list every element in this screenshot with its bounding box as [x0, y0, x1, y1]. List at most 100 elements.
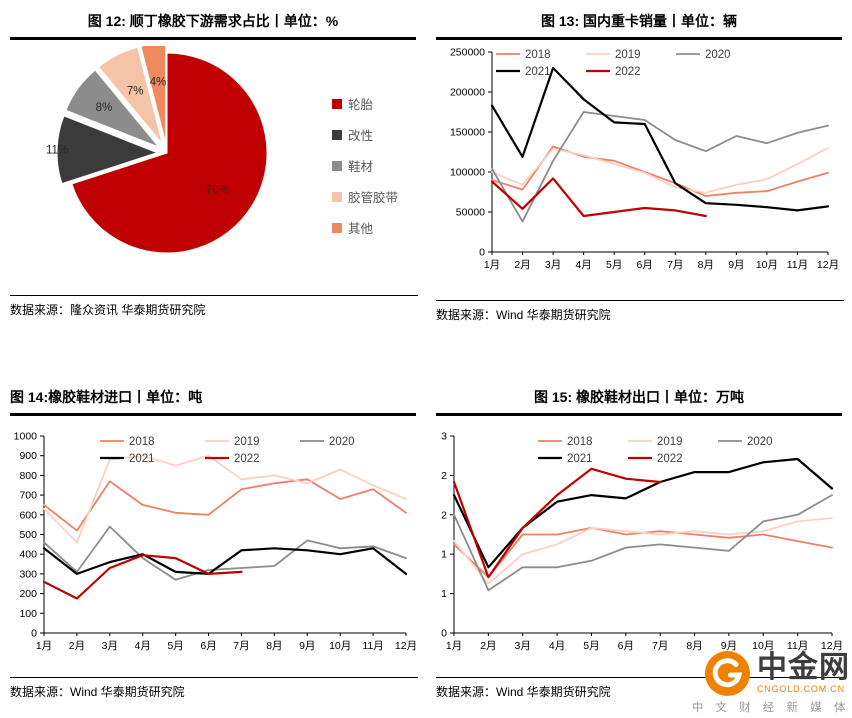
svg-text:6月: 6月 [200, 640, 216, 652]
panel-fig12: 图 12: 顺丁橡胶下游需求占比丨单位：% 70% 11% 8% 7% 4% 轮胎改性鞋… [0, 0, 426, 359]
svg-text:2022: 2022 [615, 66, 641, 78]
pie-legend-item: 改性 [332, 125, 398, 144]
svg-text:2月: 2月 [514, 259, 530, 271]
legend-label: 胶管胶带 [348, 191, 399, 205]
svg-text:2018: 2018 [567, 436, 593, 448]
svg-text:2022: 2022 [234, 453, 260, 465]
shoe-import-chart-svg: 0 100 200 300 400 500 600 700 800 900 1000 1月 2月 3月 4月… [14, 431, 417, 653]
svg-text:11%: 11% [46, 145, 68, 157]
legend-label: 其他 [348, 222, 374, 236]
svg-text:8月: 8月 [686, 640, 702, 652]
panel-fig15: 图 15: 橡胶鞋材出口丨单位：万吨 0 1 1 2 2 3 1月 2月 3月 4月 5月 6月 7月 8… [426, 359, 852, 718]
svg-text:100000: 100000 [450, 167, 485, 179]
svg-text:7%: 7% [127, 86, 144, 98]
pie-legend: 轮胎改性鞋材胶管胶带其他 [332, 94, 398, 264]
svg-text:150000: 150000 [450, 127, 485, 139]
svg-text:200000: 200000 [450, 87, 485, 99]
svg-text:9月: 9月 [299, 640, 315, 652]
legend-swatch [332, 222, 342, 233]
svg-text:11月: 11月 [362, 640, 383, 652]
shoe-export-chart-svg: 0 1 1 2 2 3 1月 2月 3月 4月 5月 6月 7月 8月 9月 10月 11月 12月 2018 201… [441, 431, 843, 653]
svg-text:250000: 250000 [450, 47, 485, 59]
fig12-title: 图 12: 顺丁橡胶下游需求占比丨单位：% [10, 8, 416, 40]
svg-text:3月: 3月 [102, 640, 118, 652]
svg-text:5月: 5月 [583, 640, 599, 652]
svg-text:12月: 12月 [821, 640, 843, 652]
svg-text:1月: 1月 [446, 640, 462, 652]
svg-text:500: 500 [19, 529, 37, 541]
svg-text:9月: 9月 [721, 640, 737, 652]
svg-text:0: 0 [441, 628, 447, 640]
pie-legend-item: 轮胎 [332, 94, 398, 113]
watermark-tagline: 中 文 财 经 新 媒 体 [691, 702, 850, 714]
truck-sales-chart-svg: 0 50000 100000 150000 200000 250000 1月 2月 3月 4月 5月… [450, 47, 839, 272]
watermark-text-column: 中金网 CNGOLD.COM.CN [757, 652, 850, 695]
pie-legend-item: 其他 [332, 218, 398, 237]
svg-text:2: 2 [441, 470, 447, 482]
fig13-title: 图 13: 国内重卡销量丨单位：辆 [436, 8, 842, 40]
site-watermark: 中金网 CNGOLD.COM.CN 中 文 财 经 新 媒 体 [692, 650, 850, 715]
svg-text:70%: 70% [206, 184, 229, 196]
legend-label: 改性 [348, 129, 374, 143]
panel-fig14: 图 14:橡胶鞋材进口丨单位：吨 0 100 200 300 400 500 600 700 8… [0, 359, 426, 718]
svg-text:10月: 10月 [756, 259, 778, 271]
svg-text:2: 2 [441, 509, 447, 521]
fig15-title: 图 15: 橡胶鞋材出口丨单位：万吨 [436, 384, 842, 416]
svg-text:2019: 2019 [657, 436, 683, 448]
legend-label: 轮胎 [348, 98, 374, 112]
svg-text:2月: 2月 [69, 640, 85, 652]
svg-text:10月: 10月 [329, 640, 351, 652]
svg-text:1: 1 [441, 588, 447, 600]
pie-legend-item: 胶管胶带 [332, 187, 398, 206]
svg-text:0: 0 [479, 247, 485, 259]
svg-text:5月: 5月 [167, 640, 183, 652]
svg-text:5月: 5月 [606, 259, 622, 271]
svg-text:10月: 10月 [752, 640, 774, 652]
svg-text:2月: 2月 [480, 640, 496, 652]
svg-text:8月: 8月 [698, 259, 714, 271]
svg-text:100: 100 [19, 608, 37, 620]
svg-text:3月: 3月 [515, 640, 531, 652]
svg-text:11月: 11月 [787, 640, 808, 652]
svg-text:2019: 2019 [615, 49, 641, 61]
legend-swatch [332, 160, 342, 171]
watermark-domain: CNGOLD.COM.CN [757, 684, 845, 695]
svg-text:6月: 6月 [637, 259, 653, 271]
svg-text:200: 200 [19, 588, 37, 600]
svg-text:0: 0 [31, 628, 37, 640]
svg-text:7月: 7月 [233, 640, 249, 652]
fig12-source: 数据来源：隆众资讯 华泰期货研究院 [10, 295, 418, 318]
svg-text:8%: 8% [96, 102, 113, 114]
svg-text:12月: 12月 [817, 259, 839, 271]
fig14-source: 数据来源：Wind 华泰期货研究院 [10, 677, 418, 700]
svg-text:900: 900 [19, 450, 37, 462]
svg-text:7月: 7月 [667, 259, 683, 271]
svg-text:8月: 8月 [266, 640, 282, 652]
watermark-row: 中金网 CNGOLD.COM.CN [692, 650, 850, 697]
svg-text:2020: 2020 [747, 436, 773, 448]
svg-text:2021: 2021 [567, 453, 593, 465]
svg-text:2018: 2018 [525, 49, 551, 61]
svg-text:2018: 2018 [129, 436, 155, 448]
fig12-chart-area: 70% 11% 8% 7% 4% 轮胎改性鞋材胶管胶带其他 [10, 46, 416, 264]
legend-swatch [332, 98, 342, 109]
svg-text:4%: 4% [150, 77, 167, 89]
svg-text:1: 1 [441, 549, 447, 561]
legend-label: 鞋材 [348, 160, 374, 174]
svg-text:6月: 6月 [618, 640, 634, 652]
svg-text:4月: 4月 [575, 259, 591, 271]
legend-swatch [332, 129, 342, 140]
svg-text:2020: 2020 [329, 436, 355, 448]
svg-text:4月: 4月 [549, 640, 565, 652]
svg-text:1月: 1月 [484, 259, 500, 271]
svg-text:1000: 1000 [14, 431, 38, 443]
fig14-title: 图 14:橡胶鞋材进口丨单位：吨 [10, 384, 416, 416]
svg-text:2019: 2019 [234, 436, 260, 448]
svg-text:3: 3 [441, 431, 447, 443]
svg-text:12月: 12月 [395, 640, 417, 652]
svg-text:11月: 11月 [787, 259, 808, 271]
panel-fig13: 图 13: 国内重卡销量丨单位：辆 0 50000 100000 150000 2000… [426, 0, 852, 359]
svg-text:300: 300 [19, 568, 37, 580]
